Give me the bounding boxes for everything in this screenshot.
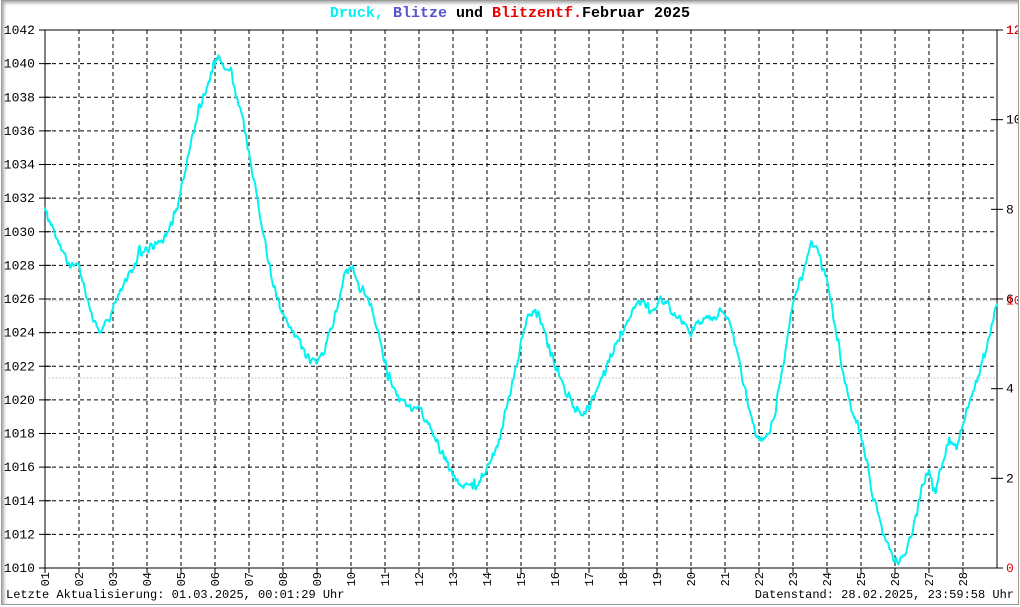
svg-text:16: 16 [549,572,563,586]
svg-text:1028: 1028 [4,258,35,273]
svg-text:18: 18 [617,572,631,586]
svg-text:21: 21 [719,572,733,586]
svg-text:1024: 1024 [4,326,35,341]
svg-text:1038: 1038 [4,90,35,105]
svg-text:17: 17 [583,572,597,586]
svg-text:1012: 1012 [4,527,35,542]
svg-text:1036: 1036 [4,124,35,139]
svg-text:1030: 1030 [4,225,35,240]
svg-text:25: 25 [855,572,869,586]
svg-text:12: 12 [1006,23,1018,38]
svg-text:2: 2 [1006,471,1014,486]
svg-text:20: 20 [685,572,699,586]
svg-text:15: 15 [515,572,529,586]
svg-text:03: 03 [107,572,121,586]
svg-text:12: 12 [413,572,427,586]
svg-text:1034: 1034 [4,158,35,173]
svg-text:1022: 1022 [4,359,35,374]
svg-text:28: 28 [957,572,971,586]
svg-text:05: 05 [175,572,189,586]
svg-text:11: 11 [379,572,393,586]
svg-text:1040: 1040 [4,57,35,72]
svg-text:10: 10 [345,572,359,586]
svg-text:27: 27 [923,572,937,586]
svg-text:1020: 1020 [4,393,35,408]
svg-text:4: 4 [1006,382,1014,397]
svg-text:06: 06 [209,572,223,586]
svg-text:1014: 1014 [4,494,35,509]
svg-text:08: 08 [277,572,291,586]
svg-text:19: 19 [651,572,665,586]
svg-text:04: 04 [141,572,155,586]
svg-text:10: 10 [1006,294,1018,309]
svg-text:10: 10 [1006,113,1018,128]
svg-text:1042: 1042 [4,23,35,38]
svg-text:14: 14 [481,572,495,586]
svg-text:0: 0 [1006,561,1014,576]
svg-text:02: 02 [73,572,87,586]
svg-text:24: 24 [821,572,835,586]
svg-text:1026: 1026 [4,292,35,307]
svg-text:26: 26 [889,572,903,586]
svg-text:07: 07 [243,572,257,586]
svg-text:13: 13 [447,572,461,586]
svg-text:8: 8 [1006,202,1014,217]
svg-text:22: 22 [753,572,767,586]
svg-text:1010: 1010 [4,561,35,576]
svg-text:1032: 1032 [4,191,35,206]
svg-text:23: 23 [787,572,801,586]
svg-text:1016: 1016 [4,460,35,475]
svg-text:1018: 1018 [4,427,35,442]
svg-text:09: 09 [311,572,325,586]
svg-text:01: 01 [39,572,53,586]
